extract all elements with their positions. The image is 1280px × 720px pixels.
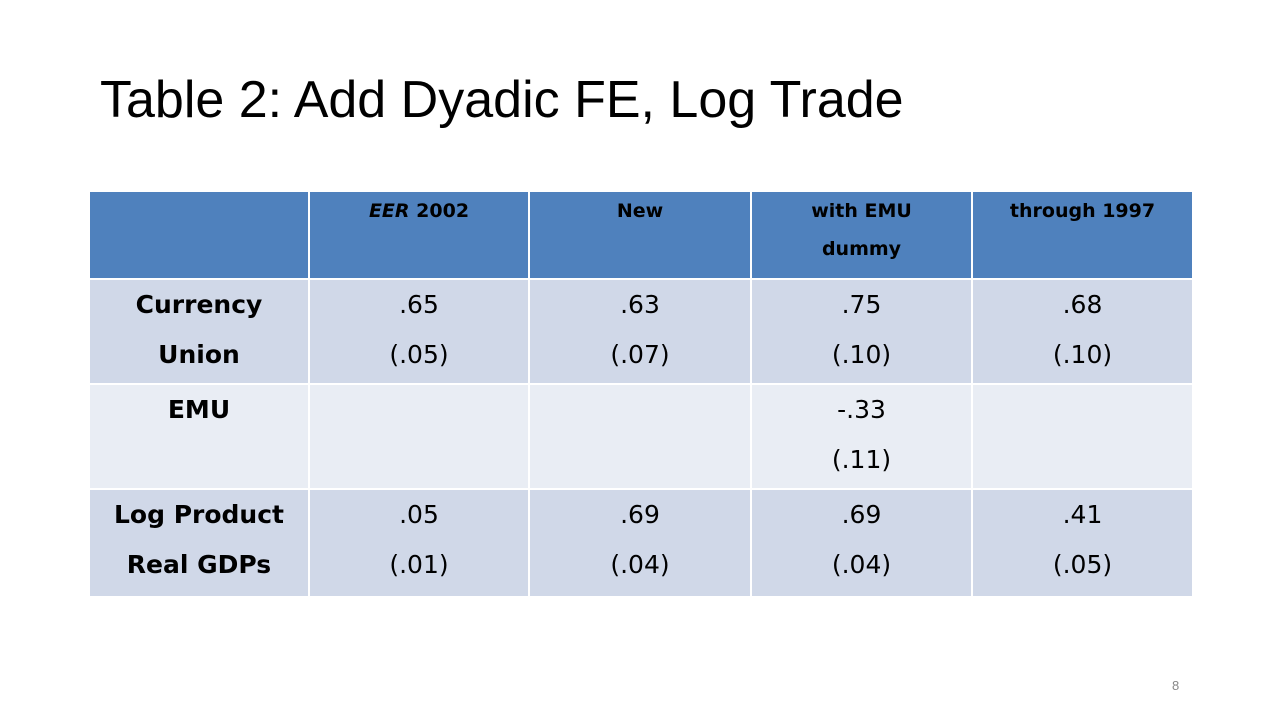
header-new: New — [528, 190, 752, 280]
table-cell-highlighted: .63 (.07) — [528, 278, 752, 385]
coefficient: .41 — [1062, 500, 1103, 529]
coefficient: .63 — [620, 290, 660, 319]
header-line: with EMU — [811, 200, 912, 222]
header-through-1997: through 1997 — [971, 190, 1194, 280]
standard-error: (.05) — [389, 340, 449, 369]
row-label: Currency Union — [88, 278, 310, 385]
coefficient: -.33 — [837, 395, 886, 424]
row-label-line: Currency — [135, 290, 263, 319]
row-label-line: Real GDPs — [126, 550, 272, 579]
coefficient: .69 — [620, 500, 660, 529]
standard-error: (.10) — [1052, 340, 1113, 369]
table-cell: .69 (.04) — [750, 488, 973, 598]
header-line: through 1997 — [1009, 200, 1156, 222]
row-label: EMU — [88, 383, 310, 490]
header-eer-year: 2002 — [416, 200, 470, 222]
coefficient: .05 — [399, 500, 439, 529]
coefficient: .68 — [1062, 290, 1103, 319]
table-row-emu: EMU -.33 (.11) — [88, 383, 1194, 490]
table-cell: .41 (.05) — [971, 488, 1194, 598]
standard-error: (.05) — [1052, 550, 1113, 579]
table-cell: .65 (.05) — [308, 278, 530, 385]
header-line: New — [616, 200, 664, 222]
page-number: 8 — [1172, 678, 1180, 693]
coefficient: .65 — [399, 290, 439, 319]
slide-title: Table 2: Add Dyadic FE, Log Trade — [100, 71, 904, 129]
results-table: EER 2002 New with EMU dummy through 1997… — [88, 190, 1194, 598]
row-label-line: Union — [158, 340, 240, 369]
table-cell: .05 (.01) — [308, 488, 530, 598]
row-label-line: EMU — [167, 395, 231, 424]
header-line: dummy — [821, 238, 902, 260]
standard-error: (.01) — [389, 550, 449, 579]
row-label: Log Product Real GDPs — [88, 488, 310, 598]
table-cell-highlighted: -.33 (.11) — [750, 383, 973, 490]
table-cell: .69 (.04) — [528, 488, 752, 598]
header-eer-italic: EER — [368, 200, 410, 222]
header-empty-cell — [88, 190, 310, 280]
table-cell-empty — [308, 383, 530, 490]
standard-error: (.04) — [610, 550, 670, 579]
table-cell-empty — [528, 383, 752, 490]
table-cell: .68 (.10) — [971, 278, 1194, 385]
coefficient: .75 — [841, 290, 882, 319]
row-label-line: Log Product — [114, 500, 284, 529]
table-cell-empty — [971, 383, 1194, 490]
table-header-row: EER 2002 New with EMU dummy through 1997 — [88, 190, 1194, 280]
coefficient: .69 — [841, 500, 882, 529]
standard-error: (.10) — [831, 340, 892, 369]
table-row-log-product-gdp: Log Product Real GDPs .05 (.01) .69 (.04… — [88, 488, 1194, 598]
standard-error: (.11) — [831, 445, 892, 474]
table-row-currency-union: Currency Union .65 (.05) .63 (.07) .75 (… — [88, 278, 1194, 385]
standard-error: (.04) — [831, 550, 892, 579]
header-with-emu-dummy: with EMU dummy — [750, 190, 973, 280]
header-eer-2002: EER 2002 — [308, 190, 530, 280]
table-cell-highlighted: .75 (.10) — [750, 278, 973, 385]
standard-error: (.07) — [610, 340, 670, 369]
